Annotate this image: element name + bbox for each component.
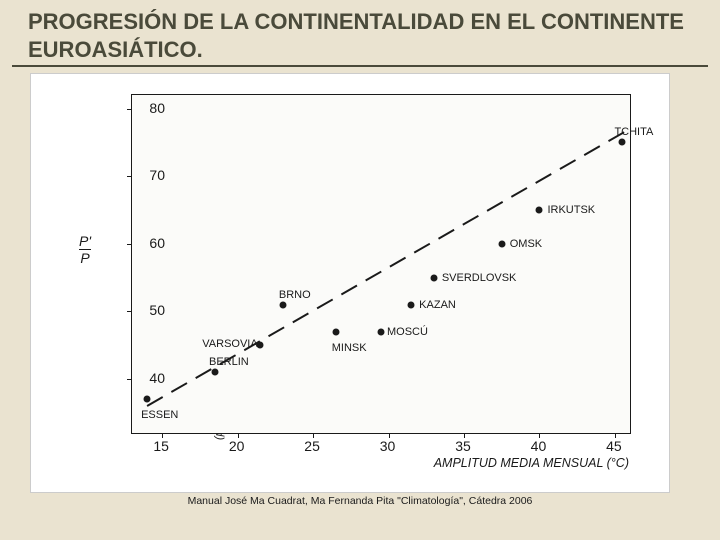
y-tick-mark <box>127 311 132 312</box>
data-point-label: TCHITA <box>614 126 653 138</box>
data-point <box>619 139 626 146</box>
y-tick-mark <box>127 379 132 380</box>
data-point <box>536 206 543 213</box>
y-tick-label: 40 <box>149 370 165 386</box>
data-point <box>144 396 151 403</box>
data-point-label: KAZAN <box>419 299 456 311</box>
data-point <box>332 328 339 335</box>
plot-area: ESSEN BERLIN VARSOVIA BRNO MINSK MOSCÚ KAZAN SV… <box>131 94 631 434</box>
y-tick-label: 70 <box>149 167 165 183</box>
data-point <box>279 301 286 308</box>
trend-line <box>132 95 630 433</box>
data-point-label: VARSOVIA <box>202 338 257 350</box>
data-point <box>378 328 385 335</box>
y-tick-label: 50 <box>149 302 165 318</box>
y-frac-bot: P <box>79 251 91 265</box>
x-axis-label: AMPLITUD MEDIA MENSUAL (°C) <box>434 456 629 470</box>
data-point <box>212 369 219 376</box>
data-point <box>430 274 437 281</box>
y-tick-mark <box>127 109 132 110</box>
data-point-label: MINSK <box>332 342 367 354</box>
data-point-label: OMSK <box>510 238 542 250</box>
chart-container: P' P (porcentaje de las lluvias de mayo–… <box>30 73 670 493</box>
data-point-label: BRNO <box>279 289 311 301</box>
x-tick-label: 30 <box>380 438 396 454</box>
data-point-label: SVERDLOVSK <box>442 272 517 284</box>
y-tick-mark <box>127 176 132 177</box>
x-tick-label: 25 <box>304 438 320 454</box>
x-tick-label: 35 <box>455 438 471 454</box>
page-title: PROGRESIÓN DE LA CONTINENTALIDAD EN EL C… <box>12 0 708 67</box>
data-point-label: MOSCÚ <box>387 326 428 338</box>
data-point <box>408 301 415 308</box>
data-point-label: BERLIN <box>209 356 249 368</box>
data-point-label: IRKUTSK <box>547 204 595 216</box>
data-point <box>498 240 505 247</box>
y-frac-top: P' <box>79 234 91 248</box>
y-tick-label: 80 <box>149 100 165 116</box>
x-tick-label: 15 <box>153 438 169 454</box>
x-tick-label: 20 <box>229 438 245 454</box>
y-axis-fraction: P' P <box>79 234 91 265</box>
citation: Manual José Ma Cuadrat, Ma Fernanda Pita… <box>0 495 720 507</box>
x-tick-label: 45 <box>606 438 622 454</box>
y-tick-mark <box>127 244 132 245</box>
y-tick-label: 60 <box>149 235 165 251</box>
x-tick-label: 40 <box>531 438 547 454</box>
data-point-label: ESSEN <box>141 409 178 421</box>
